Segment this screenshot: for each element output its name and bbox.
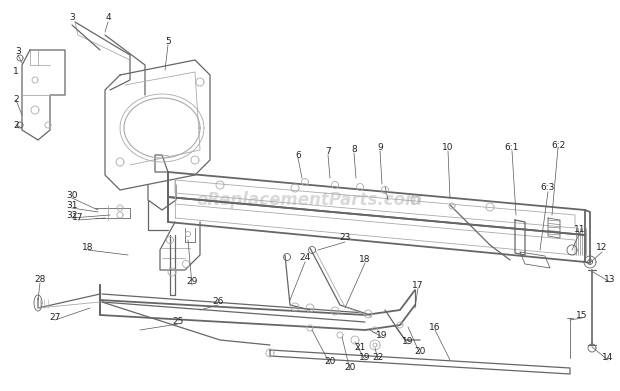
Text: 18: 18: [359, 255, 371, 264]
Text: 2: 2: [13, 120, 19, 129]
Text: 9: 9: [377, 143, 383, 152]
Text: 6: 6: [295, 151, 301, 160]
Text: 13: 13: [604, 276, 616, 285]
Text: 17: 17: [73, 213, 84, 222]
Text: 21: 21: [354, 344, 366, 353]
Text: 11: 11: [574, 226, 586, 235]
Text: 2: 2: [13, 95, 19, 104]
Text: 10: 10: [442, 143, 454, 152]
Text: 15: 15: [576, 310, 588, 319]
Text: 17: 17: [412, 280, 423, 289]
Text: 31: 31: [66, 201, 78, 210]
Text: 20: 20: [324, 357, 335, 366]
Text: 29: 29: [187, 278, 198, 287]
Text: 3: 3: [69, 14, 75, 23]
Text: 6:1: 6:1: [505, 143, 519, 152]
Text: 24: 24: [299, 253, 311, 262]
Text: 14: 14: [602, 353, 614, 362]
Text: 27: 27: [50, 314, 61, 323]
Text: 23: 23: [339, 233, 351, 242]
Text: eReplacementParts.com: eReplacementParts.com: [197, 191, 423, 209]
Text: 3: 3: [15, 47, 21, 57]
Text: 5: 5: [165, 38, 171, 47]
Text: 32: 32: [66, 210, 78, 219]
Text: 7: 7: [325, 147, 331, 156]
Text: 4: 4: [105, 14, 111, 23]
Text: 19: 19: [402, 337, 414, 346]
Text: 20: 20: [414, 348, 426, 357]
Text: 12: 12: [596, 244, 608, 253]
Text: 6:3: 6:3: [541, 183, 555, 192]
Text: 1: 1: [13, 68, 19, 77]
Text: 18: 18: [82, 244, 94, 253]
Text: 19: 19: [359, 353, 371, 362]
Text: 6:2: 6:2: [551, 140, 565, 149]
Text: 8: 8: [351, 145, 357, 154]
Text: 30: 30: [66, 190, 78, 199]
Text: 25: 25: [172, 317, 184, 326]
Text: 28: 28: [34, 276, 46, 285]
Text: 22: 22: [373, 353, 384, 362]
Text: 19: 19: [376, 330, 388, 339]
Text: 20: 20: [344, 364, 356, 373]
Text: 16: 16: [429, 323, 441, 332]
Text: 26: 26: [212, 298, 224, 307]
